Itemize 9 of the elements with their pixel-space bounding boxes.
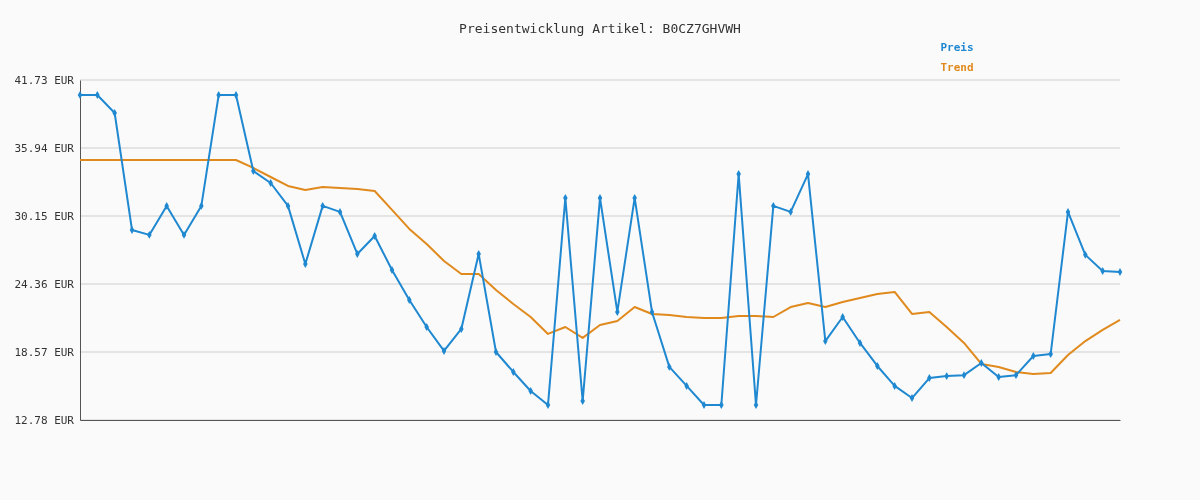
y-tick-label: 18.57 EUR bbox=[14, 346, 75, 360]
y-tick-label: 12.78 EUR bbox=[14, 414, 75, 428]
y-tick-label: 30.15 EUR bbox=[14, 210, 75, 224]
y-tick-label: 35.94 EUR bbox=[14, 142, 75, 156]
text: Trend bbox=[940, 61, 974, 74]
chart-title: Preisentwicklung Artikel: B0CZ7GHVWH bbox=[459, 21, 741, 36]
text: Preis bbox=[940, 41, 974, 54]
y-tick-label: 24.36 EUR bbox=[14, 278, 75, 292]
y-tick-label: 41.73 EUR bbox=[14, 74, 75, 88]
